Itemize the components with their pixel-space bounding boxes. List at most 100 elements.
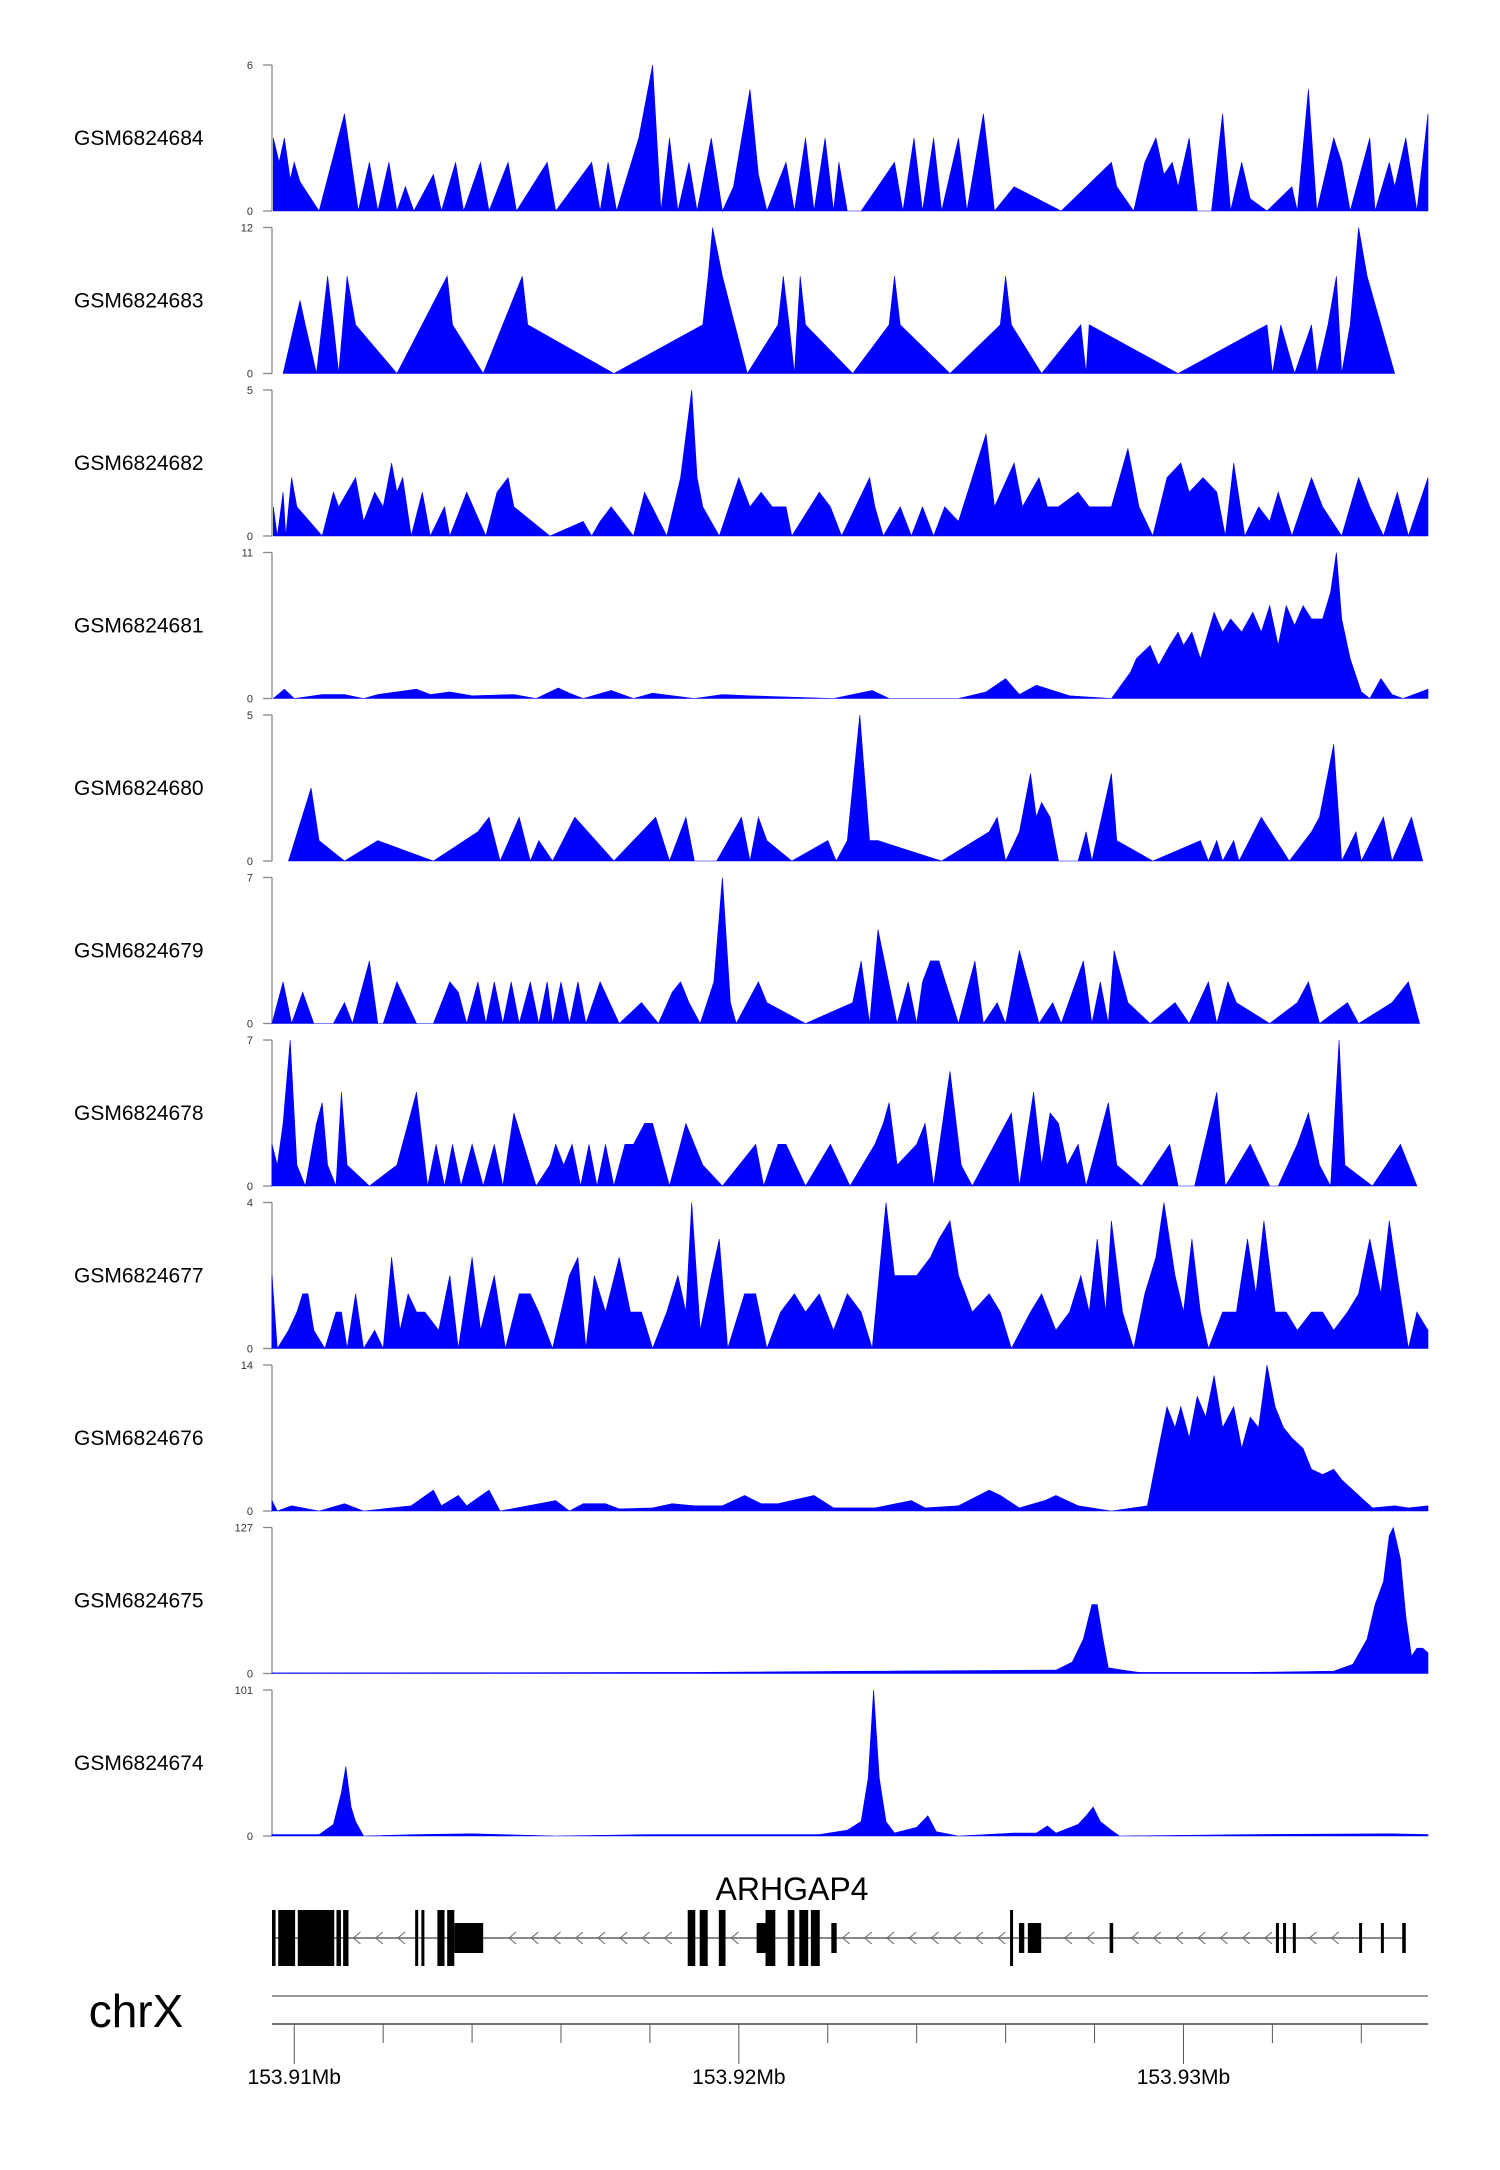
strand-arrow-icon bbox=[397, 1931, 406, 1945]
y-tick-label-max: 4 bbox=[247, 1198, 253, 1210]
y-tick-label-max: 5 bbox=[247, 710, 253, 722]
strand-arrow-icon bbox=[975, 1931, 984, 1945]
y-tick-label-max: 7 bbox=[247, 1035, 253, 1047]
strand-arrow-icon bbox=[552, 1931, 561, 1945]
sample-label: GSM6824676 bbox=[74, 1427, 204, 1450]
exon-coding bbox=[718, 1910, 726, 1966]
strand-arrow-icon bbox=[1264, 1931, 1273, 1945]
strand-arrow-icon bbox=[1153, 1931, 1162, 1945]
coverage-area bbox=[271, 877, 1420, 1025]
strand-arrow-icon bbox=[374, 1931, 384, 1945]
strand-arrow-icon bbox=[1330, 1931, 1339, 1945]
strand-arrow-icon bbox=[530, 1931, 539, 1945]
track-GSM6824679: GSM6824679 7 0 bbox=[74, 873, 1420, 1031]
strand-arrow-icon bbox=[663, 1931, 673, 1945]
y-tick-label-min: 0 bbox=[247, 1831, 253, 1843]
coverage-area bbox=[288, 714, 1424, 863]
strand-arrow-icon bbox=[619, 1931, 628, 1945]
exon-coding bbox=[699, 1910, 708, 1966]
exon-coding bbox=[1010, 1910, 1014, 1966]
coverage-area bbox=[271, 1364, 1429, 1512]
y-tick-label-min: 0 bbox=[247, 369, 253, 381]
exon-coding bbox=[687, 1910, 696, 1966]
strand-arrow-icon bbox=[864, 1931, 873, 1945]
strand-arrow-icon bbox=[1130, 1931, 1139, 1945]
track-GSM6824676: GSM6824676 14 0 bbox=[74, 1360, 1429, 1518]
sample-label: GSM6824677 bbox=[74, 1265, 204, 1288]
exon-coding bbox=[765, 1910, 776, 1966]
strand-arrow-icon bbox=[1241, 1931, 1251, 1945]
y-tick-label-min: 0 bbox=[247, 856, 253, 868]
y-tick-label-min: 0 bbox=[247, 1669, 253, 1681]
sample-label: GSM6824682 bbox=[74, 452, 204, 475]
y-tick-label-max: 11 bbox=[242, 548, 253, 560]
genome-axis: chrX 153.91Mb 153.92Mb 153.93Mb bbox=[89, 1985, 1428, 2089]
track-GSM6824683: GSM6824683 12 0 bbox=[74, 223, 1396, 381]
exon-coding bbox=[343, 1910, 349, 1966]
strand-arrow-icon bbox=[997, 1931, 1006, 1945]
coverage-area bbox=[271, 1202, 1429, 1350]
sample-label: GSM6824678 bbox=[74, 1102, 204, 1125]
y-tick-label-max: 101 bbox=[235, 1685, 253, 1697]
y-tick-label-max: 6 bbox=[247, 60, 253, 72]
strand-arrow-icon bbox=[930, 1931, 939, 1945]
exon-coding bbox=[447, 1910, 455, 1966]
strand-arrow-icon bbox=[1064, 1931, 1073, 1945]
gene-label: ARHGAP4 bbox=[716, 1871, 869, 1907]
sample-label: GSM6824680 bbox=[74, 777, 204, 800]
track-GSM6824674: GSM6824674 101 0 bbox=[74, 1685, 1429, 1843]
coverage-area bbox=[272, 552, 1429, 699]
exon bbox=[1359, 1923, 1363, 1953]
sample-label: GSM6824674 bbox=[74, 1752, 204, 1775]
exon-coding bbox=[272, 1910, 276, 1966]
exon-coding bbox=[787, 1910, 795, 1966]
exon-coding bbox=[278, 1910, 296, 1966]
exon-coding bbox=[421, 1910, 425, 1966]
coverage-area bbox=[271, 1039, 1418, 1188]
y-tick-label-max: 5 bbox=[247, 385, 253, 397]
y-tick-label-max: 14 bbox=[241, 1360, 253, 1372]
sample-label: GSM6824681 bbox=[74, 615, 204, 638]
exon bbox=[1292, 1923, 1296, 1953]
exon-coding bbox=[799, 1910, 809, 1966]
exon bbox=[1283, 1923, 1287, 1953]
y-tick-label-min: 0 bbox=[247, 1506, 253, 1518]
y-tick-label-max: 12 bbox=[241, 223, 253, 235]
strand-arrow-icon bbox=[352, 1931, 361, 1945]
strand-arrow-icon bbox=[886, 1931, 895, 1945]
coverage-area bbox=[271, 1526, 1429, 1674]
exon-coding bbox=[437, 1910, 445, 1966]
y-tick-label-min: 0 bbox=[247, 1181, 253, 1193]
coverage-area bbox=[273, 389, 1429, 538]
coverage-area bbox=[271, 1689, 1429, 1837]
y-tick-label-min: 0 bbox=[247, 1344, 253, 1356]
track-GSM6824677: GSM6824677 4 0 bbox=[74, 1198, 1429, 1356]
strand-arrow-icon bbox=[908, 1931, 917, 1945]
strand-arrow-icon bbox=[641, 1931, 650, 1945]
track-GSM6824684: GSM6824684 6 0 bbox=[74, 60, 1429, 218]
coverage-area bbox=[282, 227, 1396, 375]
track-GSM6824681: GSM6824681 11 0 bbox=[74, 548, 1429, 706]
exon bbox=[454, 1923, 484, 1953]
y-tick-label-min: 0 bbox=[247, 531, 253, 543]
strand-arrow-icon bbox=[597, 1931, 606, 1945]
y-tick-label-max: 127 bbox=[235, 1523, 253, 1535]
exon bbox=[1402, 1923, 1406, 1953]
coverage-area bbox=[273, 64, 1429, 213]
exon bbox=[1027, 1923, 1042, 1953]
track-GSM6824675: GSM6824675 127 0 bbox=[74, 1523, 1429, 1681]
strand-arrow-icon bbox=[508, 1931, 517, 1945]
track-GSM6824682: GSM6824682 5 0 bbox=[74, 385, 1429, 543]
track-GSM6824680: GSM6824680 5 0 bbox=[74, 710, 1424, 868]
x-tick-label: 153.93Mb bbox=[1137, 2066, 1230, 2089]
strand-arrow-icon bbox=[1308, 1931, 1317, 1945]
strand-arrow-icon bbox=[1175, 1931, 1184, 1945]
strand-arrow-icon bbox=[575, 1931, 584, 1945]
exon-coding bbox=[297, 1910, 335, 1966]
sample-label: GSM6824683 bbox=[74, 290, 204, 313]
strand-arrow-icon bbox=[841, 1931, 850, 1945]
x-tick-label: 153.91Mb bbox=[248, 2066, 341, 2089]
exon bbox=[1275, 1923, 1279, 1953]
exon bbox=[831, 1923, 837, 1953]
